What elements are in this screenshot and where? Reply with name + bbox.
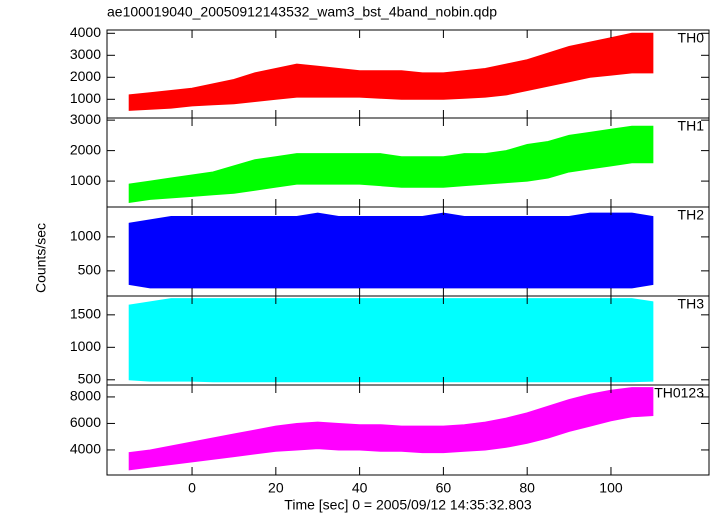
y-tick-label: 1000 bbox=[70, 338, 101, 354]
y-tick-label: 1000 bbox=[70, 172, 101, 188]
y-tick-label: 1000 bbox=[70, 90, 101, 106]
x-tick-label: 60 bbox=[436, 480, 452, 496]
x-tick-label: 40 bbox=[352, 480, 368, 496]
x-tick-label: 20 bbox=[268, 480, 284, 496]
band bbox=[128, 32, 654, 111]
y-tick-label: 6000 bbox=[70, 414, 101, 430]
panel-label: TH0123 bbox=[654, 385, 704, 401]
panel-label: TH1 bbox=[678, 118, 705, 134]
band bbox=[128, 298, 654, 383]
x-tick-label: 0 bbox=[188, 480, 196, 496]
y-tick-label: 8000 bbox=[70, 388, 101, 404]
panel-label: TH2 bbox=[678, 207, 705, 223]
panel-label: TH3 bbox=[678, 296, 705, 312]
y-tick-label: 1000 bbox=[70, 228, 101, 244]
y-tick-label: 2000 bbox=[70, 141, 101, 157]
x-axis-label: Time [sec] 0 = 2005/09/12 14:35:32.803 bbox=[284, 497, 532, 513]
x-tick-label: 80 bbox=[519, 480, 535, 496]
band bbox=[128, 125, 654, 204]
y-tick-label: 500 bbox=[78, 262, 102, 278]
band bbox=[128, 212, 654, 289]
y-axis-label: Counts/sec bbox=[33, 223, 49, 293]
band bbox=[128, 387, 654, 471]
y-tick-label: 1500 bbox=[70, 306, 101, 322]
y-tick-label: 3000 bbox=[70, 111, 101, 127]
y-tick-label: 2000 bbox=[70, 68, 101, 84]
y-tick-label: 4000 bbox=[70, 441, 101, 457]
y-tick-label: 4000 bbox=[70, 24, 101, 40]
y-tick-label: 500 bbox=[78, 371, 102, 387]
x-tick-label: 100 bbox=[599, 480, 623, 496]
chart-title: ae100019040_20050912143532_wam3_bst_4ban… bbox=[107, 4, 497, 20]
panel-label: TH0 bbox=[678, 30, 705, 46]
panel-frame bbox=[106, 384, 710, 476]
y-tick-label: 3000 bbox=[70, 46, 101, 62]
